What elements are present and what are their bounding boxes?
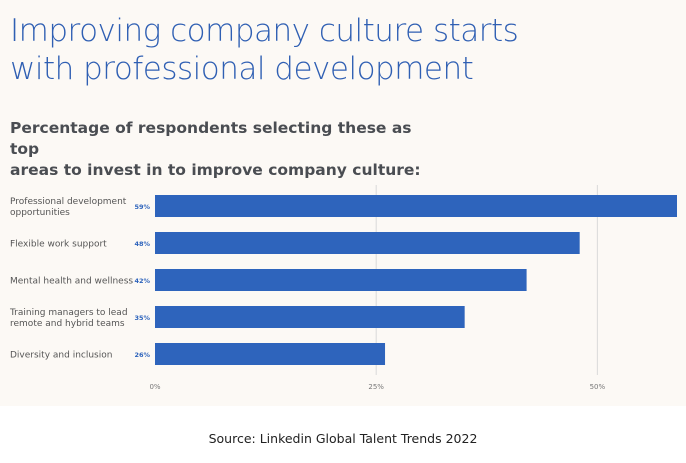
source-caption: Source: Linkedin Global Talent Trends 20… bbox=[208, 431, 478, 446]
value-label: 35% bbox=[134, 314, 150, 322]
bar bbox=[155, 232, 580, 254]
bar-chart: 0% 25% 50% 59% Professional developmentoppor… bbox=[9, 185, 677, 391]
category-label: Training managers to lead bbox=[9, 308, 128, 318]
category-label: Flexible work support bbox=[10, 240, 107, 250]
category-label: Diversity and inclusion bbox=[10, 351, 112, 361]
x-tick-label: 0% bbox=[149, 383, 160, 391]
category-label: opportunities bbox=[10, 208, 70, 218]
subtitle-line-1: Percentage of respondents selecting thes… bbox=[10, 119, 412, 158]
chart-subtitle: Percentage of respondents selecting thes… bbox=[10, 118, 430, 181]
value-label: 26% bbox=[134, 351, 150, 359]
x-tick-label: 25% bbox=[368, 383, 384, 391]
title-line-2: with professional development bbox=[10, 51, 474, 87]
category-label: Mental health and wellness bbox=[10, 277, 133, 287]
bar bbox=[155, 306, 465, 328]
category-label: remote and hybrid teams bbox=[10, 319, 125, 329]
value-label: 42% bbox=[134, 277, 150, 285]
x-tick-label: 50% bbox=[590, 383, 606, 391]
bar bbox=[155, 195, 677, 217]
chart-panel: Improving company culture starts with pr… bbox=[9, 12, 677, 391]
value-label: 59% bbox=[134, 203, 150, 211]
category-label: Professional development bbox=[10, 197, 127, 207]
page-title: Improving company culture starts with pr… bbox=[10, 12, 519, 88]
title-line-1: Improving company culture starts bbox=[10, 13, 519, 49]
bar bbox=[155, 343, 386, 365]
bar bbox=[155, 269, 527, 291]
value-label: 48% bbox=[134, 240, 150, 248]
subtitle-line-2: areas to invest in to improve company cu… bbox=[10, 161, 421, 179]
